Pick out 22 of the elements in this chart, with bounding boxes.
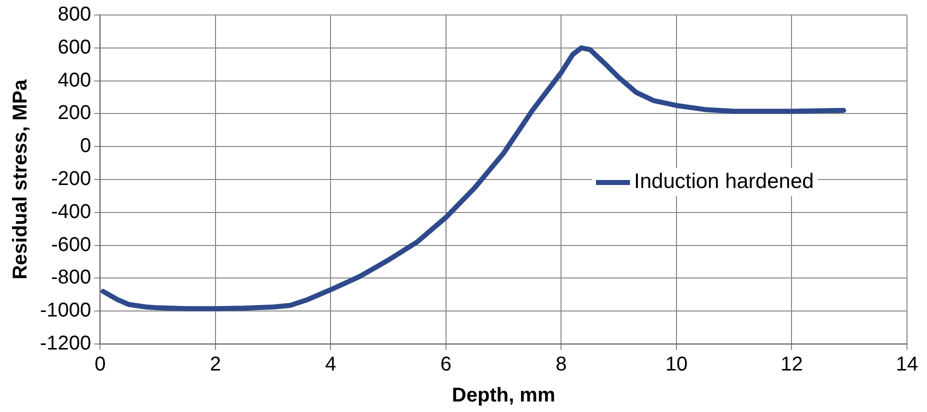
x-tick-label: 10 xyxy=(665,354,688,376)
x-tick-label: 4 xyxy=(325,354,336,376)
x-tick-label: 14 xyxy=(896,354,918,376)
legend-label: Induction hardened xyxy=(634,170,814,194)
y-tick-label: -600 xyxy=(51,234,92,256)
y-tick-label: -200 xyxy=(51,168,92,190)
y-tick-label: 200 xyxy=(58,102,92,124)
y-tick-label: -1200 xyxy=(40,332,92,355)
x-tick-label: 0 xyxy=(94,354,106,376)
y-tick-label: 400 xyxy=(58,69,92,92)
y-tick-label: 600 xyxy=(58,36,92,58)
y-tick-label: -800 xyxy=(51,266,92,289)
x-tick-label: 2 xyxy=(210,354,221,376)
x-tick-label: 6 xyxy=(440,354,452,376)
x-tick-label: 8 xyxy=(556,354,567,376)
y-axis-title: Residual stress, MPa xyxy=(10,78,32,280)
x-axis-title: Depth, mm xyxy=(452,384,556,407)
y-tick-label: 0 xyxy=(80,135,92,158)
y-tick-label: 800 xyxy=(58,4,92,26)
y-tick-label: -1000 xyxy=(40,300,92,322)
y-tick-label: -400 xyxy=(51,200,92,223)
x-tick-label: 12 xyxy=(780,354,803,376)
